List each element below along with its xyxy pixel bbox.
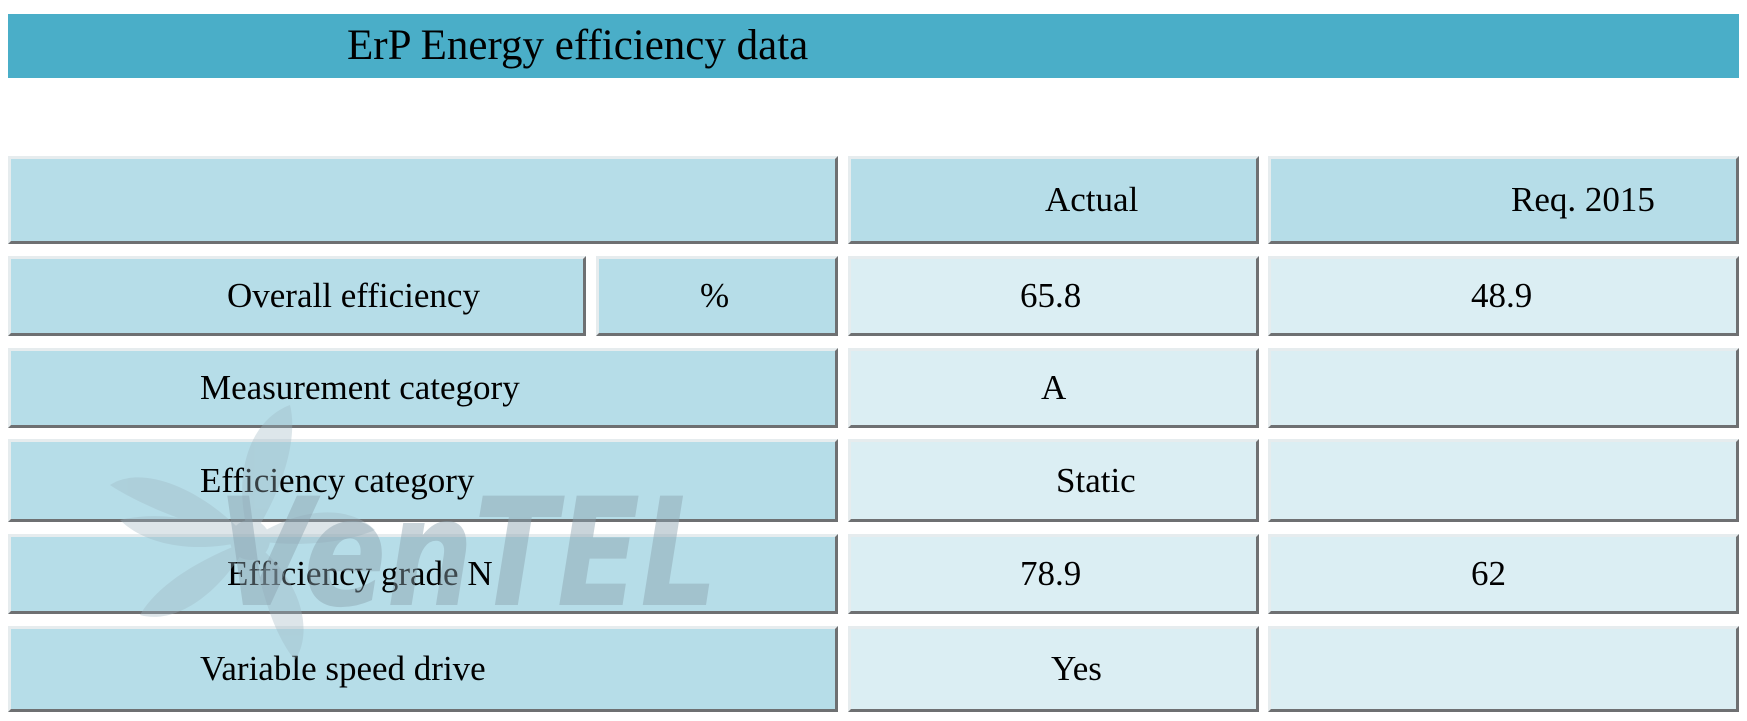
efficiency-grade-actual: 78.9 (1020, 554, 1082, 593)
efficiency-category-label: Efficiency category (200, 460, 475, 500)
overall-efficiency-actual: 65.8 (1020, 276, 1082, 315)
header-actual-label: Actual (1045, 180, 1139, 219)
measurement-category-label: Measurement category (200, 368, 520, 407)
efficiency-grade-req-cell: 62 (1268, 534, 1739, 614)
efficiency-category-req-cell (1268, 439, 1739, 522)
measurement-category-label-cell: Measurement category (8, 348, 838, 428)
overall-efficiency-req: 48.9 (1471, 276, 1533, 315)
header-actual-cell: Actual (848, 156, 1259, 244)
efficiency-category-actual-cell: Static (848, 439, 1259, 522)
title-bar: ErP Energy efficiency data (8, 14, 1739, 78)
efficiency-category-actual: Static (1056, 460, 1136, 500)
variable-speed-drive-actual: Yes (1051, 649, 1102, 688)
variable-speed-drive-label: Variable speed drive (200, 649, 486, 688)
overall-efficiency-unit-cell: % (596, 256, 838, 336)
overall-efficiency-unit: % (700, 276, 730, 315)
header-req-label: Req. 2015 (1511, 180, 1655, 219)
page-title: ErP Energy efficiency data (347, 22, 809, 69)
efficiency-grade-label: Efficiency grade N (227, 554, 493, 593)
overall-efficiency-label-cell: Overall efficiency (8, 256, 586, 336)
variable-speed-drive-actual-cell: Yes (848, 626, 1259, 712)
header-req-cell: Req. 2015 (1268, 156, 1739, 244)
measurement-category-actual-cell: A (848, 348, 1259, 428)
efficiency-grade-actual-cell: 78.9 (848, 534, 1259, 614)
overall-efficiency-req-cell: 48.9 (1268, 256, 1739, 336)
header-empty-cell (8, 156, 838, 244)
efficiency-category-label-cell: Efficiency category (8, 439, 838, 522)
efficiency-grade-label-cell: Efficiency grade N (8, 534, 838, 614)
variable-speed-drive-label-cell: Variable speed drive (8, 626, 838, 712)
efficiency-grade-req: 62 (1471, 554, 1506, 593)
overall-efficiency-actual-cell: 65.8 (848, 256, 1259, 336)
variable-speed-drive-req-cell (1268, 626, 1739, 712)
measurement-category-actual: A (1041, 368, 1067, 407)
measurement-category-req-cell (1268, 348, 1739, 428)
overall-efficiency-label: Overall efficiency (227, 276, 480, 315)
